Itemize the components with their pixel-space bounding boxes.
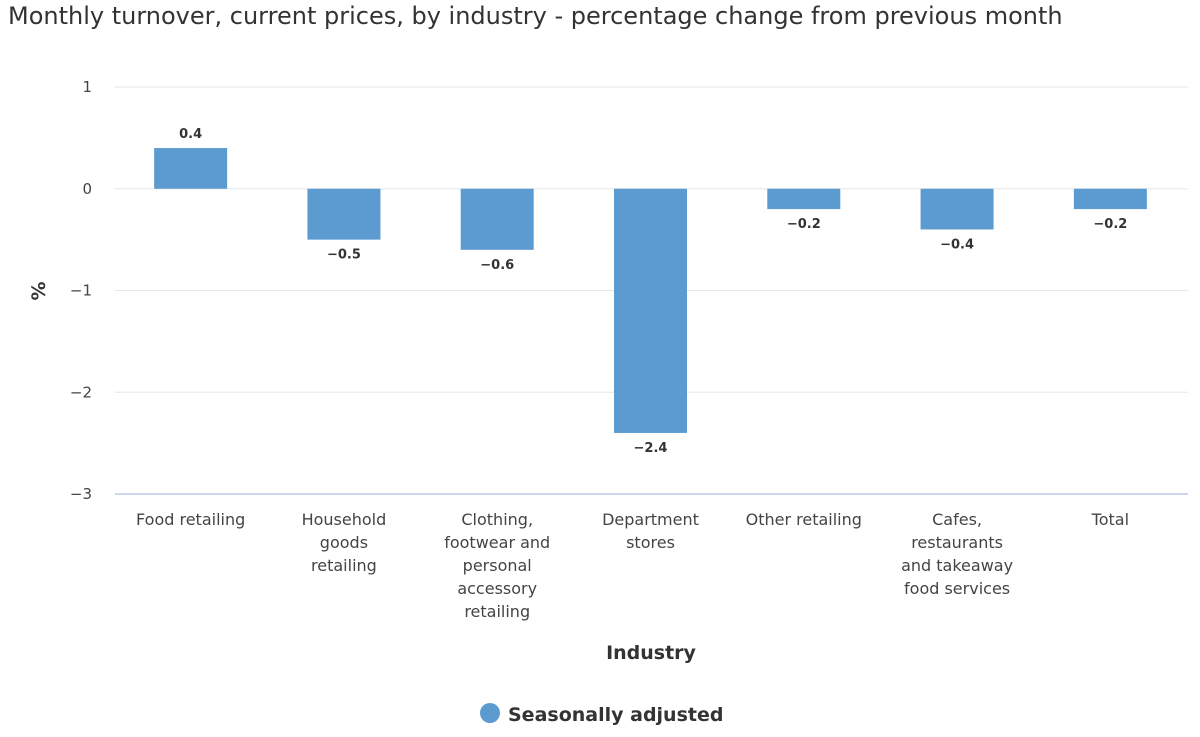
x-category-line: Cafes, — [932, 510, 982, 529]
x-category-label: Cafes, restaurants and takeaway food servic… — [901, 510, 1013, 598]
x-category-line: and takeaway — [901, 556, 1013, 575]
x-category-line: Clothing, — [461, 510, 533, 529]
x-category-line: Food retailing — [136, 510, 245, 529]
x-category-line: Total — [1091, 510, 1129, 529]
x-category-label: Department stores — [602, 510, 699, 552]
bar[interactable] — [154, 148, 228, 189]
x-category-line: restaurants — [911, 533, 1003, 552]
x-category-line: food services — [904, 579, 1010, 598]
x-category-line: footwear and — [444, 533, 550, 552]
chart-title: Monthly turnover, current prices, by ind… — [8, 2, 1063, 30]
x-category-line: Other retailing — [746, 510, 862, 529]
y-tick-label: 1 — [82, 78, 92, 96]
legend[interactable]: Seasonally adjusted — [480, 703, 723, 726]
y-tick-label: −1 — [70, 282, 92, 300]
x-category-label: Clothing, footwear and personal accessory re… — [444, 510, 550, 621]
data-label: 0.4 — [179, 127, 202, 142]
x-category-line: retailing — [464, 602, 530, 621]
data-label: −0.2 — [787, 217, 821, 232]
y-tick-label: −3 — [70, 485, 92, 503]
x-category-line: accessory — [457, 579, 537, 598]
data-label: −0.5 — [327, 248, 361, 263]
x-category-line: personal — [463, 556, 532, 575]
data-label: −0.6 — [480, 258, 514, 273]
x-category-label: Household goods retailing — [302, 510, 387, 575]
x-category-line: retailing — [311, 556, 377, 575]
y-axis-ticks: 1 0 −1 −2 −3 — [70, 78, 92, 503]
y-axis-title: % — [28, 281, 50, 300]
legend-label: Seasonally adjusted — [508, 704, 723, 726]
x-category-line: Department — [602, 510, 699, 529]
legend-marker — [480, 703, 500, 723]
x-category-line: Household — [302, 510, 387, 529]
y-tick-label: 0 — [82, 180, 92, 198]
bar[interactable] — [307, 188, 381, 240]
data-labels: 0.4 −0.5 −0.6 −2.4 −0.2 −0.4 −0.2 — [179, 127, 1127, 456]
x-axis-categories: Food retailing Household goods retailingClo… — [136, 510, 1129, 621]
x-category-line: stores — [626, 533, 675, 552]
bars — [154, 148, 1147, 433]
x-category-label: Food retailing — [136, 510, 245, 529]
bar[interactable] — [767, 188, 841, 210]
x-category-line: goods — [320, 533, 368, 552]
data-label: −0.2 — [1093, 217, 1127, 232]
x-category-label: Other retailing — [746, 510, 862, 529]
bar[interactable] — [460, 188, 534, 250]
x-category-label: Total — [1091, 510, 1129, 529]
y-tick-label: −2 — [70, 383, 92, 401]
data-label: −2.4 — [634, 441, 668, 456]
x-axis-title: Industry — [606, 642, 696, 664]
bar[interactable] — [920, 188, 994, 230]
bar[interactable] — [1073, 188, 1147, 210]
bar[interactable] — [614, 188, 687, 433]
data-label: −0.4 — [940, 237, 974, 252]
